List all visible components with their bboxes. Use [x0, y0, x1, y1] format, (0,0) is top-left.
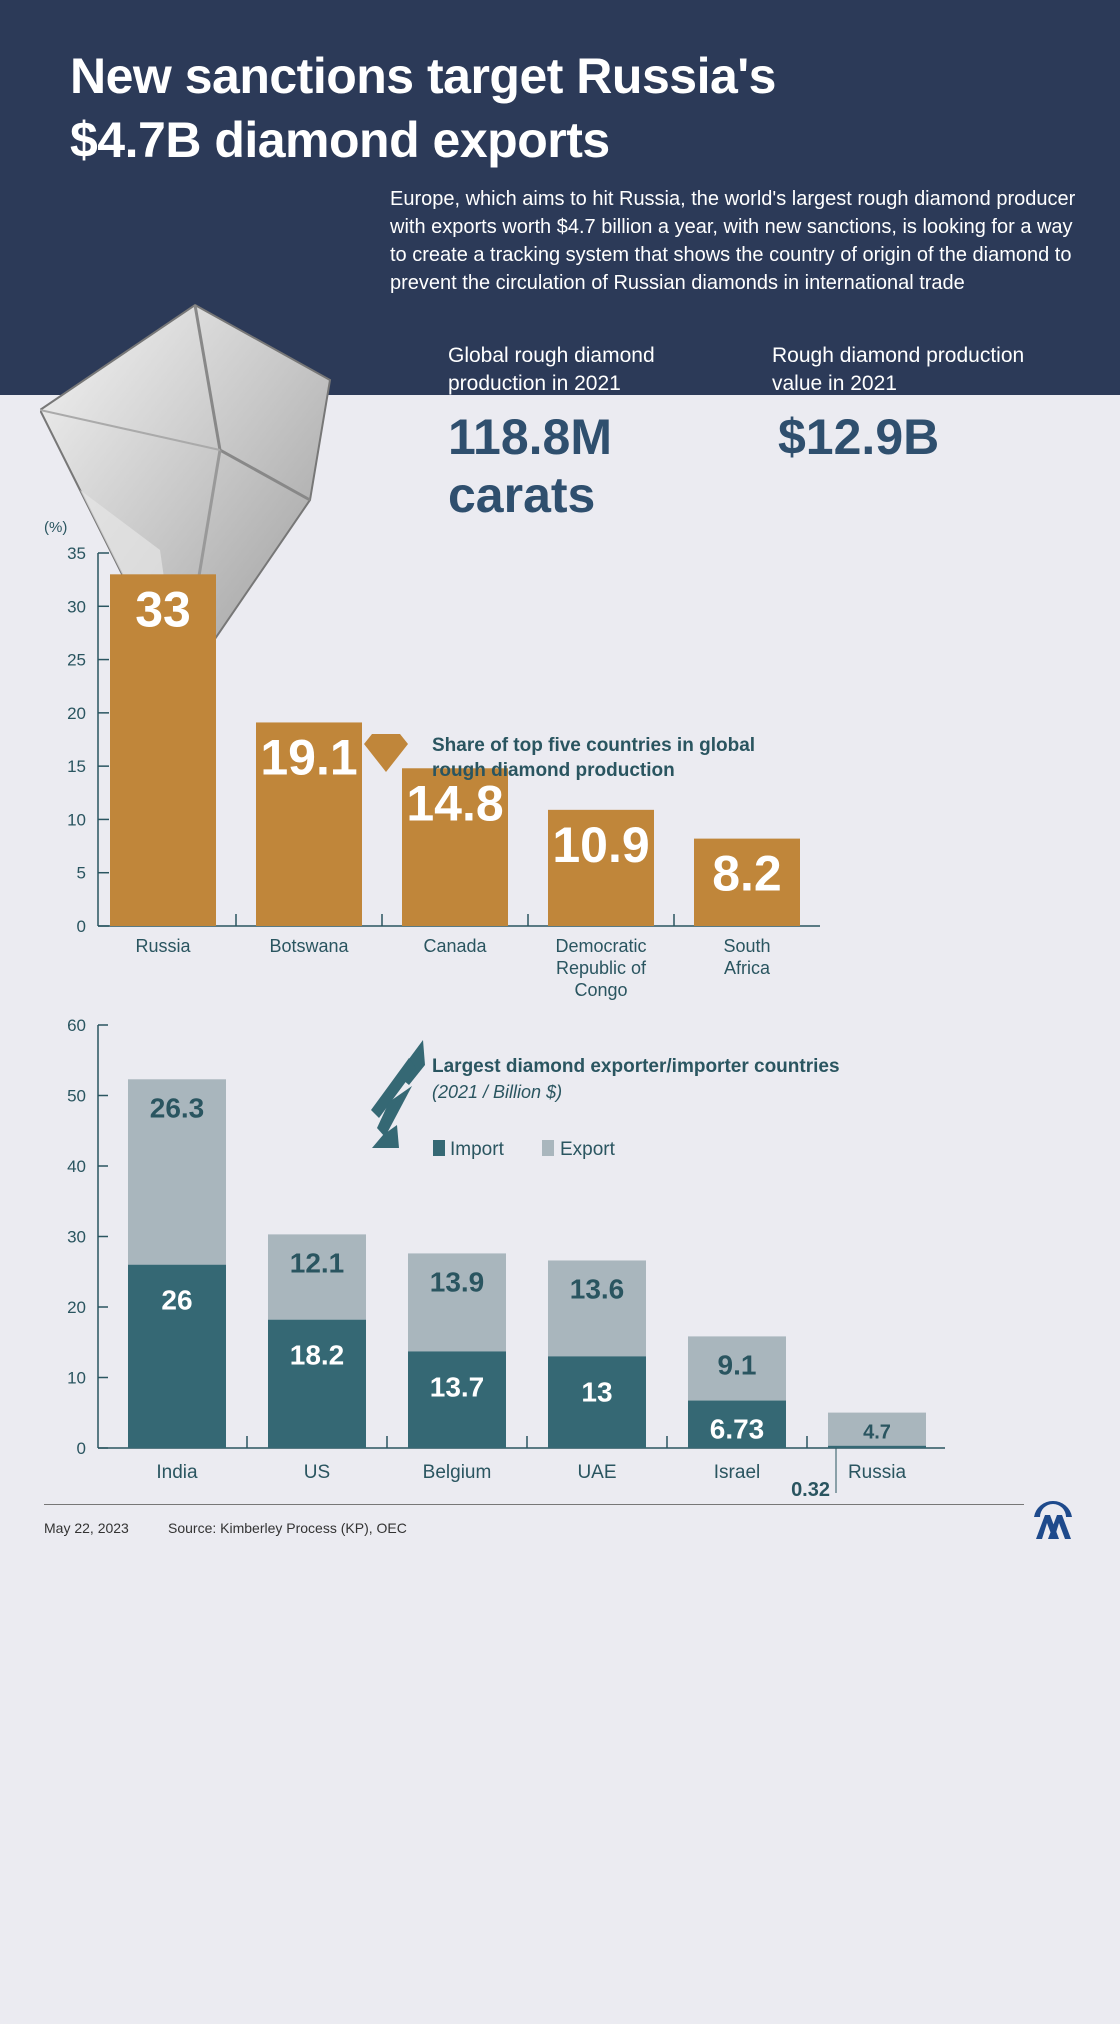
- x-tick-label: Canada: [423, 936, 487, 956]
- import-value-label: 13.7: [430, 1371, 485, 1402]
- bar-export-uae: [548, 1260, 646, 1357]
- export-value-label: 13.6: [570, 1273, 625, 1304]
- bar-value-label: 33: [135, 581, 191, 637]
- y-tick-label: 30: [67, 597, 86, 616]
- arrow-down-icon: [372, 1125, 399, 1148]
- x-tick-label: Russia: [848, 1462, 907, 1483]
- x-tick-label: Africa: [724, 958, 771, 978]
- y-tick-label: 50: [67, 1087, 86, 1106]
- export-value-label: 13.9: [430, 1266, 485, 1297]
- stat-value-label: Rough diamond production value in 2021: [772, 344, 1025, 395]
- footer-divider: [44, 1504, 1024, 1505]
- x-tick-label: Republic of: [556, 958, 647, 978]
- bar-democratic-republic-of-congo: [548, 809, 654, 926]
- stat-production-unit: carats: [448, 467, 596, 523]
- import-value-label: 6.73: [710, 1414, 765, 1445]
- x-tick-label: Democratic: [555, 936, 646, 956]
- title-line-2: $4.7B diamond exports: [70, 112, 610, 168]
- y-tick-label: 40: [67, 1157, 86, 1176]
- import-value-label: 18.2: [290, 1340, 345, 1371]
- x-tick-label: Russia: [135, 936, 191, 956]
- chart-title-line-2: rough diamond production: [432, 760, 675, 781]
- import-value-label: 13: [581, 1376, 612, 1407]
- x-tick-label: Belgium: [423, 1462, 492, 1483]
- x-tick-label: Congo: [574, 980, 627, 1000]
- y-tick-label: 10: [67, 1369, 86, 1388]
- y-axis-unit: (%): [44, 519, 67, 536]
- x-tick-label: South: [723, 936, 770, 956]
- bar-import-india: [128, 1264, 226, 1448]
- bar-import-belgium: [408, 1351, 506, 1448]
- footer-source: Source: Kimberley Process (KP), OEC: [168, 1520, 407, 1536]
- x-tick-label: Botswana: [269, 936, 349, 956]
- stat-value-value: $12.9B: [778, 409, 940, 465]
- bar-import-uae: [548, 1356, 646, 1448]
- bar-value-label: 19.1: [260, 729, 357, 785]
- y-tick-label: 15: [67, 757, 86, 776]
- x-tick-label: US: [304, 1462, 330, 1483]
- y-tick-label: 0: [77, 1439, 86, 1458]
- bar-export-belgium: [408, 1253, 506, 1352]
- title-line-1: New sanctions target Russia's: [70, 48, 776, 104]
- production-share-chart: (%) 0 5 10 15 20 25 30 35 33 Russia 19.1 Botswana 14.…: [44, 519, 820, 1000]
- bar-botswana: [256, 722, 362, 926]
- y-tick-label: 20: [67, 1298, 86, 1317]
- bar-export-russia: [828, 1412, 926, 1446]
- y-tick-label: 0: [77, 917, 86, 936]
- export-value-label: 12.1: [290, 1247, 345, 1278]
- x-tick-label: India: [156, 1462, 198, 1483]
- diamond-icon: [364, 734, 408, 772]
- legend-label-import: Import: [450, 1139, 505, 1160]
- stat-production-number: 118.8M: [448, 409, 613, 465]
- stat-production-value: 118.8M carats: [448, 408, 748, 524]
- y-tick-label: 30: [67, 1228, 86, 1247]
- import-value-label: 0.32: [791, 1479, 830, 1500]
- chart-title: Largest diamond exporter/importer countr…: [432, 1056, 840, 1077]
- y-tick-label: 25: [67, 651, 86, 670]
- bar-russia: [110, 574, 216, 926]
- footer-date: May 22, 2023: [44, 1520, 129, 1536]
- chart-subtitle: (2021 / Billion $): [432, 1082, 562, 1102]
- legend-label-export: Export: [560, 1139, 616, 1160]
- bar-south-africa: [694, 838, 800, 926]
- export-value-label: 9.1: [718, 1349, 757, 1380]
- legend-swatch-import: [433, 1140, 445, 1156]
- bar-export-israel: [688, 1336, 786, 1401]
- chart-title-line-1: Share of top five countries in global: [432, 735, 755, 756]
- export-value-label: 26.3: [150, 1092, 205, 1123]
- bar-value-label: 8.2: [712, 846, 782, 902]
- import-value-label: 26: [161, 1285, 192, 1316]
- aa-logo-icon: [1034, 1500, 1072, 1539]
- description: Europe, which aims to hit Russia, the wo…: [390, 188, 1076, 294]
- bar-canada: [402, 768, 508, 926]
- bar-export-us: [268, 1234, 366, 1320]
- x-tick-label: Israel: [714, 1462, 760, 1483]
- y-tick-label: 35: [67, 544, 86, 563]
- arrows-exchange-icon: [371, 1040, 425, 1148]
- bar-import-russia: [828, 1445, 926, 1448]
- bar-import-us: [268, 1319, 366, 1448]
- bar-export-india: [128, 1079, 226, 1265]
- y-tick-label: 20: [67, 704, 86, 723]
- y-tick-label: 10: [67, 810, 86, 829]
- bar-value-label: 10.9: [552, 817, 649, 873]
- export-import-chart: 0 10 20 30 40 50 60 India 26.3 26 US 12.1 18.2 Belgiu…: [67, 1016, 945, 1500]
- stat-production-label: Global rough diamond production in 2021: [448, 344, 655, 395]
- bar-value-label: 14.8: [406, 775, 503, 831]
- arrow-down-shaft: [377, 1086, 412, 1137]
- y-tick-label: 5: [77, 864, 86, 883]
- diamond-icon-shape: [364, 734, 408, 772]
- x-tick-label: UAE: [577, 1462, 616, 1483]
- export-value-label: 4.7: [863, 1422, 891, 1444]
- bar-import-israel: [688, 1400, 786, 1448]
- y-tick-label: 60: [67, 1016, 86, 1035]
- arrow-up-shaft: [371, 1058, 416, 1118]
- legend-swatch-export: [542, 1140, 554, 1156]
